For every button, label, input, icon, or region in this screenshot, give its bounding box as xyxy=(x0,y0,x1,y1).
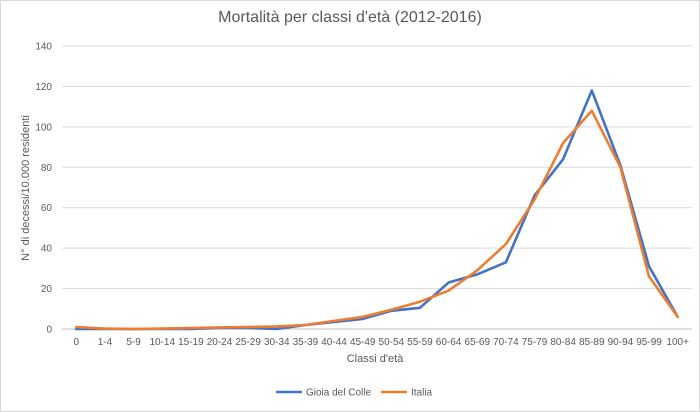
x-tick-label: 0 xyxy=(74,337,80,348)
x-tick-label: 90-94 xyxy=(608,337,634,348)
y-tick-label: 40 xyxy=(41,244,53,255)
x-tick-label: 25-29 xyxy=(235,337,261,348)
x-tick-label: 45-49 xyxy=(350,337,376,348)
x-tick-label: 35-39 xyxy=(293,337,319,348)
series-line-gioia-del-colle xyxy=(75,89,680,331)
chart-title: Mortalità per classi d'età (2012-2016) xyxy=(218,9,482,26)
y-tick-label: 80 xyxy=(41,163,53,174)
x-tick-label: 40-44 xyxy=(321,337,347,348)
y-tick-label: 100 xyxy=(35,122,52,133)
y-tick-label: 20 xyxy=(41,284,53,295)
x-tick-label: 10-14 xyxy=(149,337,175,348)
y-axis-title: N° di decessi/10.000 residenti xyxy=(20,115,32,261)
y-tick-label: 0 xyxy=(46,325,52,336)
x-tick-label: 20-24 xyxy=(207,337,233,348)
x-tick-label: 65-69 xyxy=(464,337,490,348)
x-tick-label: 100+ xyxy=(666,337,689,348)
y-axis-ticks: 0 20 40 60 80 100 120 140 xyxy=(35,42,52,336)
x-tick-label: 55-59 xyxy=(407,337,433,348)
y-tick-label: 60 xyxy=(41,203,53,214)
y-tick-label: 140 xyxy=(35,42,52,53)
x-tick-label: 70-74 xyxy=(493,337,519,348)
x-tick-label: 1-4 xyxy=(98,337,113,348)
legend-label: Italia xyxy=(411,388,433,399)
legend: Gioia del Colle Italia xyxy=(276,388,433,399)
x-tick-label: 80-84 xyxy=(550,337,576,348)
x-tick-label: 5-9 xyxy=(126,337,141,348)
x-axis-title: Classi d'età xyxy=(347,353,404,365)
x-tick-label: 75-79 xyxy=(522,337,548,348)
series-line-italia xyxy=(75,109,680,331)
series-lines xyxy=(75,89,680,331)
x-tick-label: 85-89 xyxy=(579,337,605,348)
x-tick-label: 60-64 xyxy=(436,337,462,348)
x-tick-label: 30-34 xyxy=(264,337,290,348)
x-tick-label: 95-99 xyxy=(636,337,662,348)
legend-label: Gioia del Colle xyxy=(306,388,371,399)
x-tick-label: 15-19 xyxy=(178,337,204,348)
x-axis-ticks: 0 1-4 5-9 10-14 15-19 20-24 25-29 30-34 35-39 40-… xyxy=(74,337,690,348)
gridlines xyxy=(62,45,692,330)
y-tick-label: 120 xyxy=(35,82,52,93)
x-tick-label: 50-54 xyxy=(379,337,405,348)
